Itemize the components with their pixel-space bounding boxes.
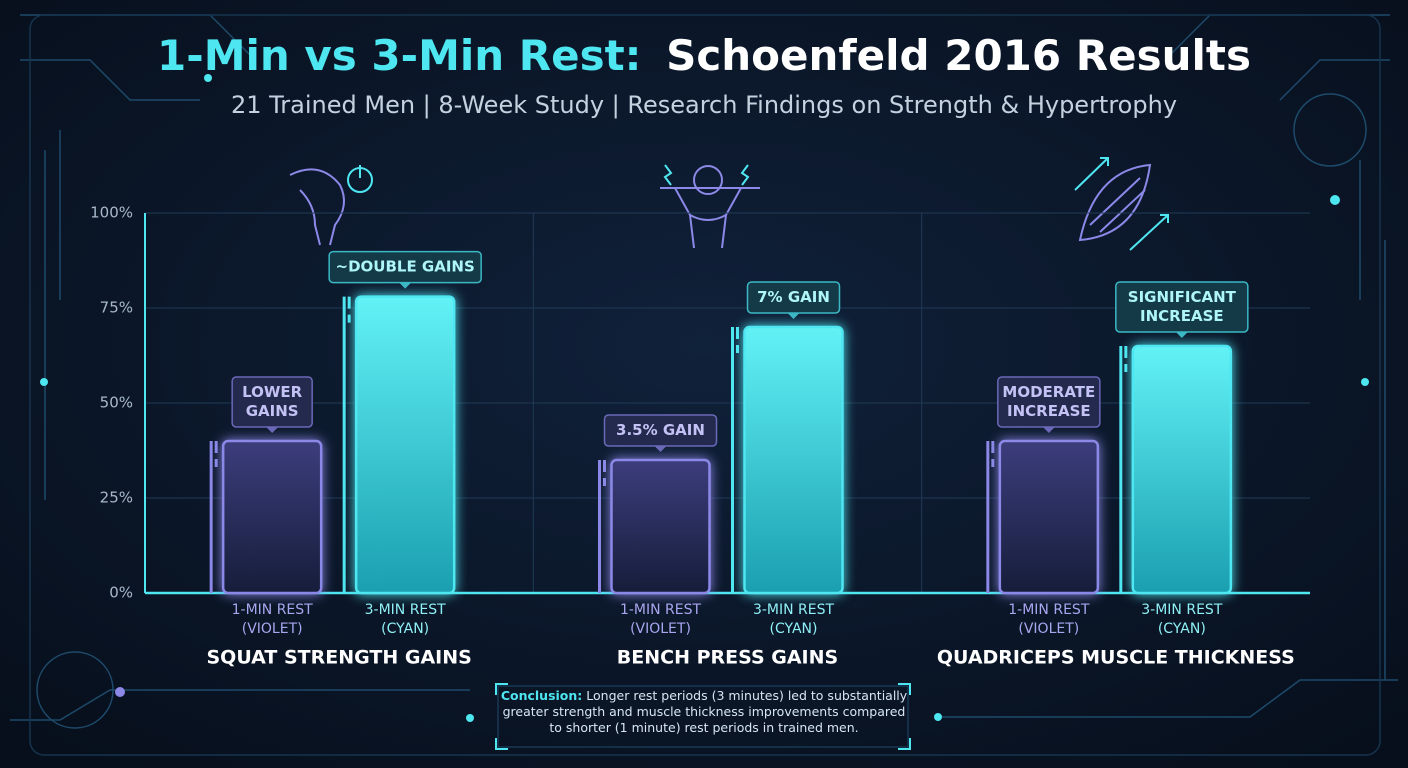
- bar-accent: [986, 441, 995, 593]
- y-tick-label: 75%: [100, 299, 133, 317]
- bar-accent: [1119, 346, 1128, 593]
- y-tick-label: 100%: [90, 204, 133, 222]
- series-label: 1-MIN REST: [232, 602, 314, 618]
- icon-muscle: [1074, 157, 1169, 251]
- series-label: 1-MIN REST: [1008, 602, 1090, 618]
- category-label: BENCH PRESS GAINS: [617, 647, 838, 669]
- circuit-decoration: [10, 14, 1398, 756]
- title-highlight: 1-Min vs 3-Min Rest:: [157, 31, 641, 80]
- series-label: 1-MIN REST: [620, 602, 702, 618]
- series-tag: (VIOLET): [1018, 621, 1079, 637]
- category-label: QUADRICEPS MUSCLE THICKNESS: [937, 647, 1295, 669]
- bar-accent: [731, 327, 739, 593]
- bar: [221, 439, 323, 595]
- icon-leg: [289, 165, 373, 246]
- bar-accent: [209, 441, 218, 593]
- annotation-pointer: [399, 282, 412, 289]
- series-label: 3-MIN REST: [1141, 602, 1223, 618]
- annotation-pointer: [1042, 427, 1055, 433]
- bar-accent: [342, 296, 351, 593]
- category-label: SQUAT STRENGTH GAINS: [206, 647, 471, 669]
- bar: [998, 439, 1100, 595]
- annotation-pointer: [266, 427, 279, 433]
- icon-athlete: [660, 164, 760, 249]
- conclusion-label: Conclusion:: [500, 688, 583, 703]
- y-tick-label: 50%: [100, 394, 133, 412]
- annotation-pointer: [787, 313, 800, 319]
- annotation: GAINS: [246, 402, 299, 420]
- conclusion: Conclusion: Longer rest periods (3 minut…: [500, 688, 908, 736]
- chart-subtitle: 21 Trained Men | 8-Week Study | Research…: [231, 91, 1177, 119]
- annotation-pointer: [654, 446, 667, 452]
- annotation: SIGNIFICANT: [1128, 288, 1237, 306]
- annotation: 7% GAIN: [757, 288, 830, 306]
- y-tick-label: 0%: [109, 584, 133, 602]
- series-label: 3-MIN REST: [365, 602, 447, 618]
- bar: [743, 325, 844, 595]
- annotation-pointer: [1175, 332, 1188, 338]
- annotation: ~DOUBLE GAINS: [336, 258, 475, 276]
- bar: [610, 458, 711, 595]
- chart-title: 1-Min vs 3-Min Rest: Schoenfeld 2016 Res…: [157, 31, 1251, 80]
- annotation: 3.5% GAIN: [616, 421, 705, 439]
- series-tag: (CYAN): [381, 621, 429, 637]
- series-tag: (VIOLET): [242, 621, 303, 637]
- series-tag: (CYAN): [1158, 621, 1206, 637]
- annotation: INCREASE: [1140, 307, 1224, 325]
- bar-accent: [598, 460, 606, 593]
- circuit-nodes: [40, 74, 1369, 722]
- annotation: LOWER: [242, 383, 303, 401]
- series-tag: (VIOLET): [630, 621, 691, 637]
- annotation: MODERATE: [1002, 383, 1095, 401]
- bar: [1131, 344, 1233, 595]
- bar: [354, 295, 456, 595]
- series-tag: (CYAN): [770, 621, 818, 637]
- series-label: 3-MIN REST: [753, 602, 835, 618]
- annotation: INCREASE: [1007, 402, 1091, 420]
- title-main: Schoenfeld 2016 Results: [666, 31, 1251, 80]
- y-tick-label: 25%: [100, 489, 133, 507]
